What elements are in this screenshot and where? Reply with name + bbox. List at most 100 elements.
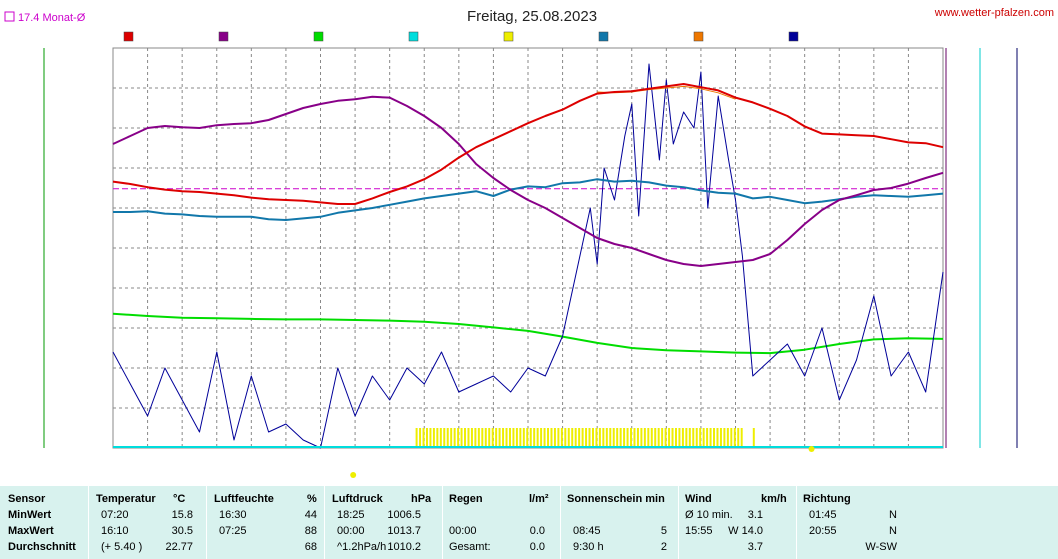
sunshine-bar xyxy=(647,428,650,446)
sunshine-bar xyxy=(547,428,550,446)
sunshine-bar xyxy=(498,428,501,446)
stats-column: Regen l/m² 00:00 0.0 Gesamt: 0.0 xyxy=(442,486,561,559)
sunshine-bar xyxy=(560,428,563,446)
chart-axes xyxy=(43,48,1018,478)
stats-cell: 68 xyxy=(304,541,317,553)
stats-column: Richtung 01:45 N 20:55 N W-SW xyxy=(796,486,915,559)
sunshine-bar xyxy=(425,428,428,446)
sunshine-bar xyxy=(571,428,574,446)
stats-column: Sensor MinWert MaxWert Durchschnitt xyxy=(0,486,88,559)
site-link[interactable]: www.wetter-pfalzen.com xyxy=(934,7,1054,19)
sunshine-bar xyxy=(464,428,467,446)
stats-cell: 0.0 xyxy=(529,525,545,537)
stats-cell: 9:30 h xyxy=(573,541,604,553)
sunshine-bar xyxy=(719,428,722,446)
series-line-temperatur xyxy=(112,83,944,205)
stats-cell: MinWert xyxy=(8,509,52,521)
stats-cell: 07:20 xyxy=(101,509,129,521)
sunshine-bar xyxy=(640,428,643,446)
stats-cell: 30.5 xyxy=(171,525,193,537)
stats-cell: (+ 5.40 ) xyxy=(101,541,143,553)
sunshine-bar xyxy=(474,428,477,446)
stats-cell: 16:30 xyxy=(219,509,247,521)
sunshine-bar xyxy=(533,428,536,446)
stats-header: Sonnenschein min xyxy=(567,493,665,505)
stats-cell: 2 xyxy=(660,541,667,553)
sunshine-bar xyxy=(470,428,473,446)
sunshine-bar xyxy=(588,428,591,446)
sunshine-bar xyxy=(740,428,743,446)
stats-cell: N xyxy=(889,509,897,521)
stats-cell: 0.0 xyxy=(529,541,545,553)
sunshine-bar xyxy=(626,428,629,446)
sunshine-bar xyxy=(598,428,601,446)
sunshine-bar xyxy=(630,428,633,446)
sunshine-bar xyxy=(540,428,543,446)
sun-icon xyxy=(350,472,357,478)
sunshine-bar xyxy=(439,428,442,446)
stats-cell: 44 xyxy=(304,509,317,521)
stats-cell: 1010.2 xyxy=(387,541,421,553)
sunshine-bar xyxy=(512,428,515,446)
stats-header: °C xyxy=(173,493,186,505)
sunshine-bar xyxy=(515,428,518,446)
stats-column: Wind km/h Ø 10 min. 3.1 15:55 W 14.0 3.7 xyxy=(678,486,797,559)
sunshine-bar xyxy=(495,428,498,446)
sunshine-bar xyxy=(529,428,532,446)
sunshine-bar xyxy=(488,428,491,446)
stats-header: Sensor xyxy=(8,493,46,505)
stats-cell: 07:25 xyxy=(219,525,247,537)
legend-swatch xyxy=(693,31,704,42)
sunshine-bar xyxy=(723,428,726,446)
sunshine-bar xyxy=(453,428,456,446)
sunshine-bar xyxy=(574,428,577,446)
stats-cell: 00:00 xyxy=(449,525,477,537)
month-avg-label: 17.4 Monat-Ø xyxy=(18,12,86,24)
stats-column: Temperatur °C 07:20 15.8 16:10 30.5 (+ 5.40 ) 2… xyxy=(88,486,207,559)
stats-cell: 5 xyxy=(660,525,667,537)
sunshine-bar xyxy=(616,428,619,446)
stats-header: hPa xyxy=(411,493,432,505)
weather-chart: Freitag, 25.08.2023 www.wetter-pfalzen.c… xyxy=(4,7,1054,478)
stats-cell: 00:00 xyxy=(337,525,365,537)
stats-header: % xyxy=(307,493,317,505)
stats-column: Sonnenschein min 08:45 5 9:30 h 2 xyxy=(560,486,679,559)
sunshine-bar xyxy=(685,428,688,446)
sunshine-bar xyxy=(716,428,719,446)
sunshine-bars xyxy=(415,428,755,446)
sunshine-bar xyxy=(429,428,432,446)
sunshine-bar xyxy=(432,428,435,446)
sunshine-bar xyxy=(623,428,626,446)
sunshine-bar xyxy=(706,428,709,446)
stats-cell: Durchschnitt xyxy=(8,541,76,553)
chart-grid xyxy=(112,47,944,449)
stats-cell: Gesamt: xyxy=(449,541,491,553)
sunshine-bar xyxy=(505,428,508,446)
sunshine-bar xyxy=(702,428,705,446)
legend-swatch xyxy=(313,31,324,42)
legend-swatch xyxy=(598,31,609,42)
sunshine-bar xyxy=(519,428,522,446)
sunshine-bar xyxy=(695,428,698,446)
stats-cell: 15:55 xyxy=(685,525,713,537)
sunshine-bar xyxy=(457,428,460,446)
sunshine-bar xyxy=(643,428,646,446)
sunshine-bar xyxy=(491,428,494,446)
sunshine-bar xyxy=(671,428,674,446)
legend-swatch xyxy=(503,31,514,42)
sun-icon xyxy=(808,446,815,452)
stats-cell: 18:25 xyxy=(337,509,365,521)
month-avg-marker xyxy=(4,11,15,22)
sunshine-bar xyxy=(612,428,615,446)
sunshine-bar xyxy=(522,428,525,446)
sunshine-bar xyxy=(536,428,539,446)
sunshine-bar xyxy=(674,428,677,446)
sunshine-bar xyxy=(581,428,584,446)
stats-cell: 1006.5 xyxy=(387,509,421,521)
sunshine-bar xyxy=(419,428,422,446)
series-line-taupunkt xyxy=(113,178,944,221)
sunshine-bar xyxy=(752,428,755,446)
sunshine-bar xyxy=(436,428,439,446)
stats-header: Richtung xyxy=(803,493,851,505)
sunshine-bar xyxy=(415,428,418,446)
